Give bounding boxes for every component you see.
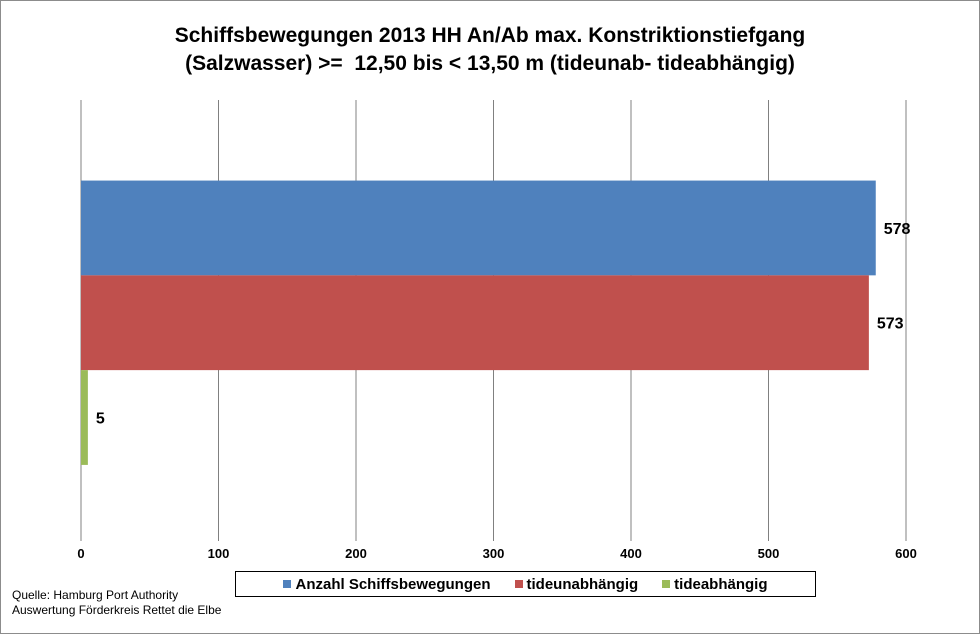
x-tick-label-400: 400 — [620, 546, 642, 561]
legend-swatch-tideabhaengig — [662, 580, 671, 588]
legend-label-anzahl: Anzahl Schiffsbewegungen — [295, 575, 491, 593]
source-line-1: Quelle: Hamburg Port Authority — [12, 588, 179, 602]
source-note: Quelle: Hamburg Port Authority Auswertun… — [12, 588, 221, 618]
chart-title-line-2: (Salzwasser) >= 12,50 bis < 13,50 m (tid… — [185, 52, 795, 75]
x-tick-label-600: 600 — [895, 546, 917, 561]
chart-title-line-1: Schiffsbewegungen 2013 HH An/Ab max. Kon… — [174, 24, 806, 47]
legend-label-tideunabhaengig: tideunabhängig — [526, 575, 639, 593]
x-tick-label-100: 100 — [208, 546, 230, 561]
x-tick-label-500: 500 — [758, 546, 780, 561]
legend-swatch-tideunabhaengig — [514, 580, 523, 588]
legend-item-tideunabhaengig: tideunabhängig — [514, 575, 639, 593]
data-label-1: 578 — [884, 221, 911, 238]
legend-item-tideabhaengig: tideabhängig — [662, 575, 768, 593]
data-label-3: 5 — [96, 411, 105, 428]
chart-title: Schiffsbewegungen 2013 HH An/Ab max. Kon… — [0, 22, 980, 78]
bar-3 — [81, 370, 88, 465]
legend-item-anzahl: Anzahl Schiffsbewegungen — [283, 575, 491, 593]
legend-swatch-anzahl — [283, 580, 292, 588]
bar-1 — [81, 180, 876, 276]
data-label-2: 573 — [877, 316, 904, 333]
legend-label-tideabhaengig: tideabhängig — [674, 575, 768, 593]
x-tick-label-0: 0 — [77, 546, 84, 561]
source-line-2: Auswertung Förderkreis Rettet die Elbe — [12, 603, 222, 617]
bar-2 — [81, 275, 869, 371]
x-tick-label-200: 200 — [345, 546, 367, 561]
x-tick-label-300: 300 — [483, 546, 505, 561]
legend: Anzahl Schiffsbewegungen tideunabhängig … — [235, 571, 816, 597]
